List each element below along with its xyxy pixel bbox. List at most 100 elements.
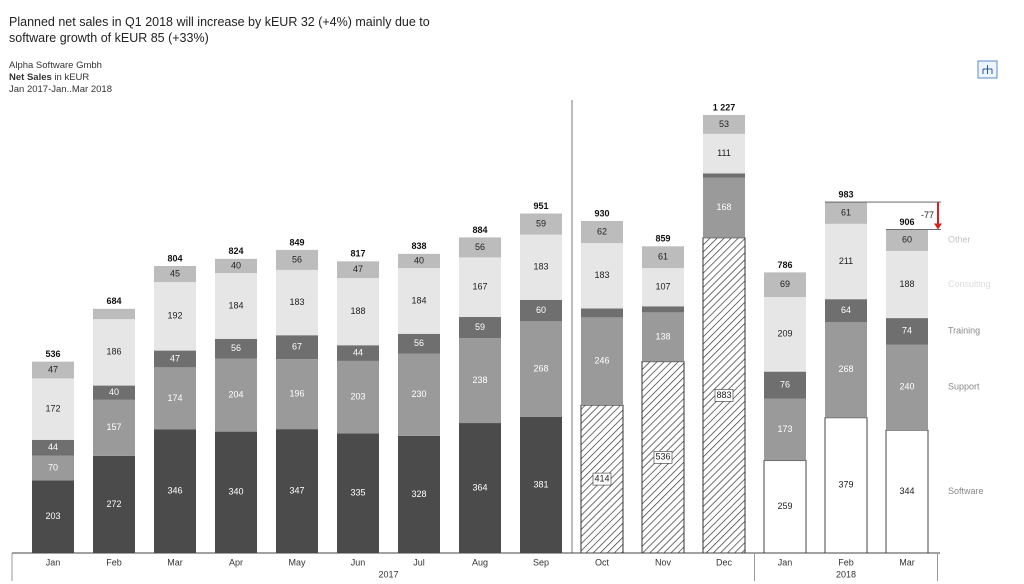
x-tick-label: Feb [106,557,122,567]
bar-segment [581,317,623,406]
bar-segment [642,306,684,313]
segment-label: 346 [167,486,182,496]
bar-segment [154,367,196,430]
x-tick-label: Feb [838,557,854,567]
segment-label: 168 [716,202,731,212]
bar-segment [703,173,745,178]
bar-segment [459,237,501,258]
segment-label: 45 [170,268,180,278]
segment-label: 157 [106,422,121,432]
bar-segment [93,385,135,400]
total-label: 951 [533,201,548,211]
x-tick-label: Nov [655,557,672,567]
segment-label: 59 [536,218,546,228]
bar-segment [825,299,867,323]
bar-segment [154,265,196,283]
total-label: 804 [167,253,182,263]
segment-label: 230 [411,389,426,399]
total-label: 930 [594,208,609,218]
total-label: 786 [777,260,792,270]
bar-segment [763,460,807,554]
segment-label: 40 [414,255,424,265]
segment-label: 40 [109,387,119,397]
legend-label: Software [948,486,984,496]
segment-label: 47 [170,353,180,363]
bar-segment [32,480,74,553]
bar-segment [520,321,562,417]
group-label: 2017 [378,569,398,579]
segment-label: 209 [777,329,792,339]
bar-segment [215,358,257,432]
segment-label: 192 [167,311,182,321]
x-tick-label: Mar [899,557,915,567]
label-box [653,451,673,464]
segment-label: 414 [594,473,609,483]
bar-segment [825,223,867,300]
segment-label: 379 [838,480,853,490]
segment-label: 183 [289,297,304,307]
segment-label: 259 [777,501,792,511]
segment-label: 74 [902,326,912,336]
x-tick-label: Aug [472,557,488,567]
segment-label: 188 [899,279,914,289]
segment-label: 59 [475,322,485,332]
bar-segment [520,299,562,322]
segment-label: 328 [411,489,426,499]
total-label: 906 [899,217,914,227]
total-label: 536 [45,349,60,359]
bar-segment [764,371,806,399]
segment-label: 173 [777,424,792,434]
x-tick-label: Apr [229,557,243,567]
x-tick-label: Jan [778,557,793,567]
bar-segment [581,220,623,244]
bar-segment [337,433,379,553]
bar-segment [764,272,806,298]
segment-label: 53 [719,119,729,129]
bar-segment [337,360,379,434]
segment-label: 536 [655,452,670,462]
bar-segment [215,258,257,274]
bar-segment [642,268,684,307]
bar-segment [398,268,440,334]
segment-label: 183 [533,262,548,272]
bar-segment [703,177,745,238]
delta-label: -77 [921,210,934,220]
bar-segment [337,345,379,361]
bar-segment [337,278,379,346]
bar-segment [459,423,501,553]
segment-label: 335 [350,488,365,498]
segment-label: 184 [228,300,243,310]
bar-segment [825,322,867,418]
segment-label: 246 [594,356,609,366]
bar-segment [581,243,623,309]
measure-line: Net Sales in kEUR [9,72,112,84]
segment-label: 203 [350,392,365,402]
bar-segment [93,455,135,553]
bar-segment [642,312,684,362]
segment-label: 138 [655,331,670,341]
segment-label: 364 [472,482,487,492]
segment-label: 347 [289,485,304,495]
segment-label: 40 [231,260,241,270]
legend-label: Support [948,382,980,392]
segment-label: 107 [655,282,670,292]
segment-label: 183 [594,270,609,280]
bar-segment [154,429,196,553]
bar-segment [398,435,440,553]
segment-label: 60 [536,305,546,315]
segment-label: 268 [533,364,548,374]
bar-segment [398,253,440,269]
bar-segment [520,416,562,553]
segment-label: 62 [597,226,607,236]
bar-segment [459,338,501,424]
total-label: 1 227 [713,102,736,112]
bar-segment [764,297,806,372]
export-icon[interactable] [977,60,998,79]
segment-label: 268 [838,364,853,374]
segment-label: 56 [231,343,241,353]
segment-label: 167 [472,282,487,292]
bar-segment [154,282,196,351]
segment-label: 44 [48,442,58,452]
bar-segment [215,338,257,359]
segment-label: 76 [780,380,790,390]
